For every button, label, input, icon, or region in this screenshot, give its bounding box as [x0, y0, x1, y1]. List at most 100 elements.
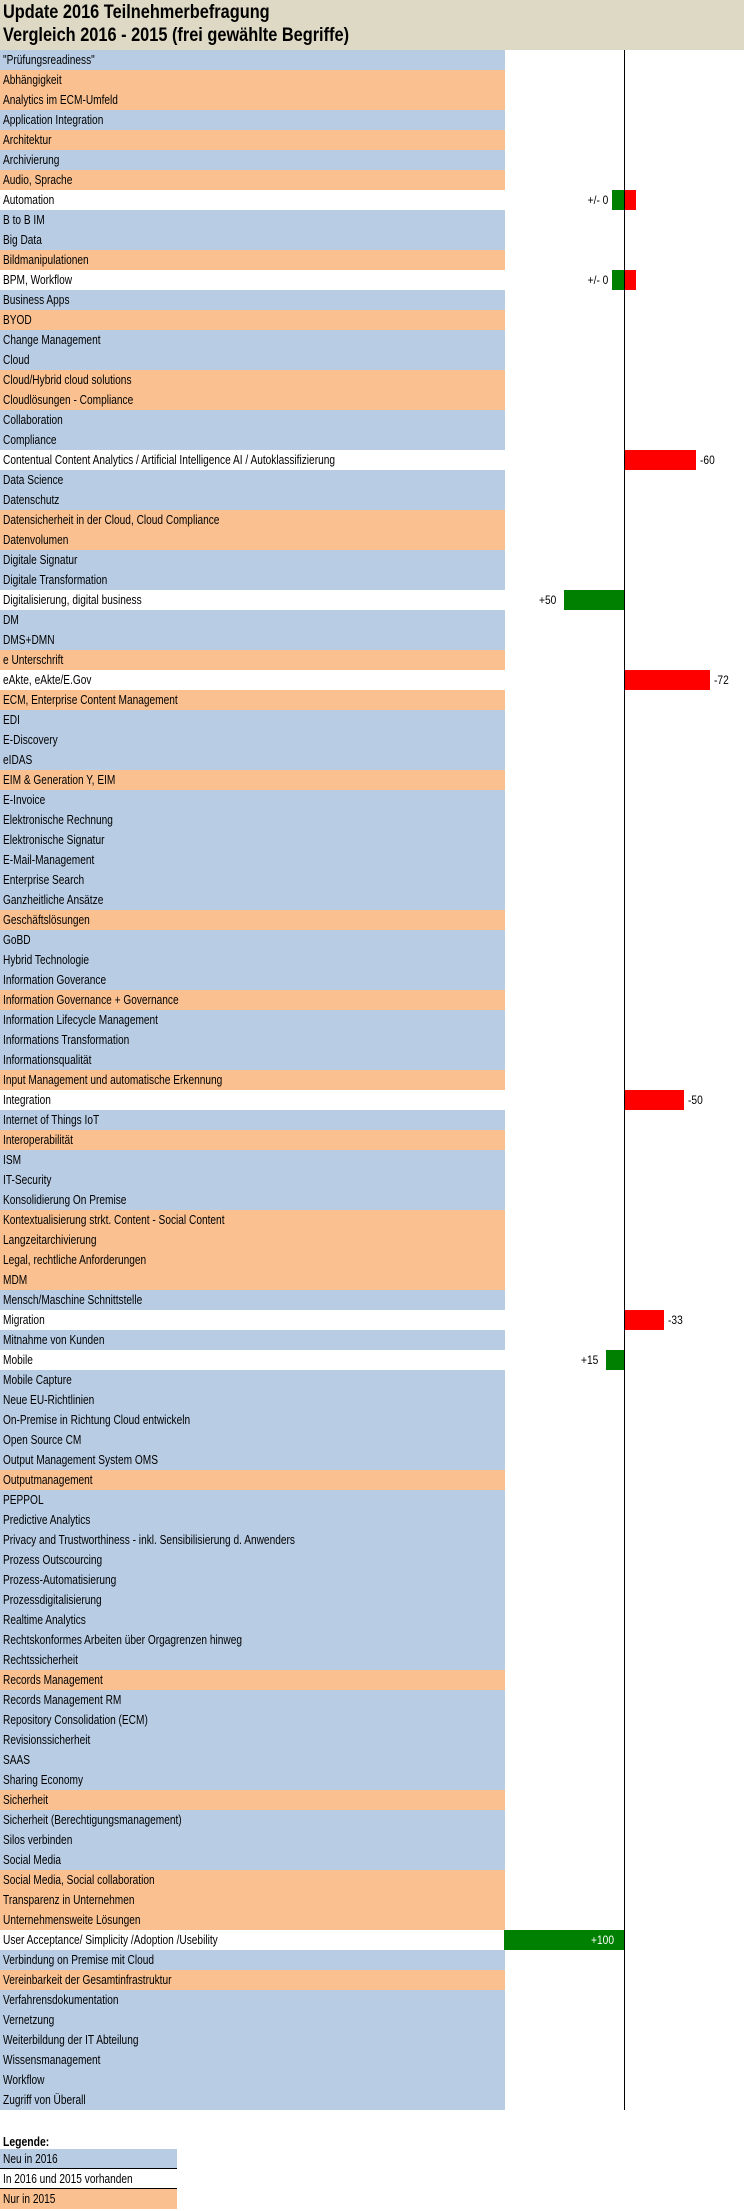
term-label: Workflow	[3, 2072, 45, 2087]
term-row: Cloud	[0, 350, 744, 370]
term-row: On-Premise in Richtung Cloud entwickeln	[0, 1410, 744, 1430]
term-label: Contentual Content Analytics / Artificia…	[3, 452, 335, 467]
term-label: Social Media	[3, 1852, 62, 1867]
term-label: Rechtskonformes Arbeiten über Orgagrenze…	[3, 1632, 242, 1647]
term-label: Output Management System OMS	[3, 1452, 158, 1467]
term-row: PEPPOL	[0, 1490, 744, 1510]
term-label: Digitalisierung, digital business	[3, 592, 142, 607]
value-label: +/- 0	[587, 273, 608, 287]
term-cell: Datenschutz	[0, 490, 505, 510]
term-cell: Digitale Transformation	[0, 570, 505, 590]
term-cell: Predictive Analytics	[0, 1510, 505, 1530]
term-row: Output Management System OMS	[0, 1450, 744, 1470]
term-row: Digitale Signatur	[0, 550, 744, 570]
term-row: Internet of Things IoT	[0, 1110, 744, 1130]
term-label: Rechtssicherheit	[3, 1652, 78, 1667]
term-row: IT-Security	[0, 1170, 744, 1190]
bar-negative	[624, 670, 711, 690]
legend-label: In 2016 und 2015 vorhanden	[3, 2171, 133, 2186]
term-cell: e Unterschrift	[0, 650, 505, 670]
term-row: Information Governance + Governance	[0, 990, 744, 1010]
term-label: eAkte, eAkte/E.Gov	[3, 672, 92, 687]
term-row: Silos verbinden	[0, 1830, 744, 1850]
term-row: Rechtskonformes Arbeiten über Orgagrenze…	[0, 1630, 744, 1650]
term-label: IT-Security	[3, 1172, 52, 1187]
term-cell: Unternehmensweite Lösungen	[0, 1910, 505, 1930]
term-row: GoBD	[0, 930, 744, 950]
term-cell: Records Management	[0, 1670, 505, 1690]
term-cell: Vernetzung	[0, 2010, 505, 2030]
term-row: Interoperabilität	[0, 1130, 744, 1150]
term-label: Audio, Sprache	[3, 172, 73, 187]
value-label: +/- 0	[587, 193, 608, 207]
term-label: Change Management	[3, 332, 101, 347]
term-cell: Open Source CM	[0, 1430, 505, 1450]
term-label: Verbindung on Premise mit Cloud	[3, 1952, 155, 1967]
term-row: Wissensmanagement	[0, 2050, 744, 2070]
term-cell: Automation	[0, 190, 505, 210]
term-label: Integration	[3, 1092, 51, 1107]
term-row: User Acceptance/ Simplicity /Adoption /U…	[0, 1930, 744, 1950]
term-row: Data Science	[0, 470, 744, 490]
term-row: B to B IM	[0, 210, 744, 230]
term-label: Application Integration	[3, 112, 104, 127]
term-row: SAAS	[0, 1750, 744, 1770]
term-cell: Weiterbildung der IT Abteilung	[0, 2030, 505, 2050]
zero-axis-line	[624, 50, 625, 2110]
term-label: Datenschutz	[3, 492, 60, 507]
term-label: Automation	[3, 192, 55, 207]
term-row: Informations Transformation	[0, 1030, 744, 1050]
term-cell: Enterprise Search	[0, 870, 505, 890]
term-label: Transparenz in Unternehmen	[3, 1892, 135, 1907]
term-cell: Realtime Analytics	[0, 1610, 505, 1630]
term-label: Konsolidierung On Premise	[3, 1192, 127, 1207]
term-row: Datensicherheit in der Cloud, Cloud Comp…	[0, 510, 744, 530]
term-row: Verfahrensdokumentation	[0, 1990, 744, 2010]
term-cell: EIM & Generation Y, EIM	[0, 770, 505, 790]
term-label: Collaboration	[3, 412, 63, 427]
term-label: Input Management und automatische Erkenn…	[3, 1072, 223, 1087]
term-cell: Records Management RM	[0, 1690, 505, 1710]
term-row: BPM, Workflow +/- 0	[0, 270, 744, 290]
term-cell: Prozess Outscourcing	[0, 1550, 505, 1570]
term-label: Mitnahme von Kunden	[3, 1332, 105, 1347]
term-cell: Revisionssicherheit	[0, 1730, 505, 1750]
term-row: Hybrid Technologie	[0, 950, 744, 970]
term-cell: Informationsqualität	[0, 1050, 505, 1070]
term-cell: Transparenz in Unternehmen	[0, 1890, 505, 1910]
bar-neutral-negative	[624, 190, 636, 210]
term-cell: Archivierung	[0, 150, 505, 170]
term-row: Open Source CM	[0, 1430, 744, 1450]
term-row: Mensch/Maschine Schnittstelle	[0, 1290, 744, 1310]
term-label: Weiterbildung der IT Abteilung	[3, 2032, 139, 2047]
term-row: Sicherheit (Berechtigungsmanagement)	[0, 1810, 744, 1830]
term-label: Records Management	[3, 1672, 103, 1687]
term-label: e Unterschrift	[3, 652, 64, 667]
term-cell: ECM, Enterprise Content Management	[0, 690, 505, 710]
term-row: Big Data	[0, 230, 744, 250]
term-cell: Social Media, Social collaboration	[0, 1870, 505, 1890]
term-cell: Contentual Content Analytics / Artificia…	[0, 450, 505, 470]
term-row: Mitnahme von Kunden	[0, 1330, 744, 1350]
term-cell: Vereinbarkeit der Gesamtinfrastruktur	[0, 1970, 505, 1990]
term-row: Repository Consolidation (ECM)	[0, 1710, 744, 1730]
term-label: eIDAS	[3, 752, 33, 767]
term-row: Vernetzung	[0, 2010, 744, 2030]
bar-neutral-positive	[612, 270, 624, 290]
term-label: Compliance	[3, 432, 57, 447]
term-cell: E-Mail-Management	[0, 850, 505, 870]
bar-negative	[624, 1310, 664, 1330]
term-label: GoBD	[3, 932, 31, 947]
term-label: Enterprise Search	[3, 872, 85, 887]
term-row: Abhängigkeit	[0, 70, 744, 90]
term-cell: Change Management	[0, 330, 505, 350]
term-label: Open Source CM	[3, 1432, 82, 1447]
value-label: -60	[700, 453, 715, 467]
term-label: Cloud	[3, 352, 30, 367]
term-label: Ganzheitliche Ansätze	[3, 892, 104, 907]
term-cell: Ganzheitliche Ansätze	[0, 890, 505, 910]
term-row: Architektur	[0, 130, 744, 150]
term-cell: Interoperabilität	[0, 1130, 505, 1150]
term-row: Transparenz in Unternehmen	[0, 1890, 744, 1910]
bar-positive	[564, 590, 624, 610]
